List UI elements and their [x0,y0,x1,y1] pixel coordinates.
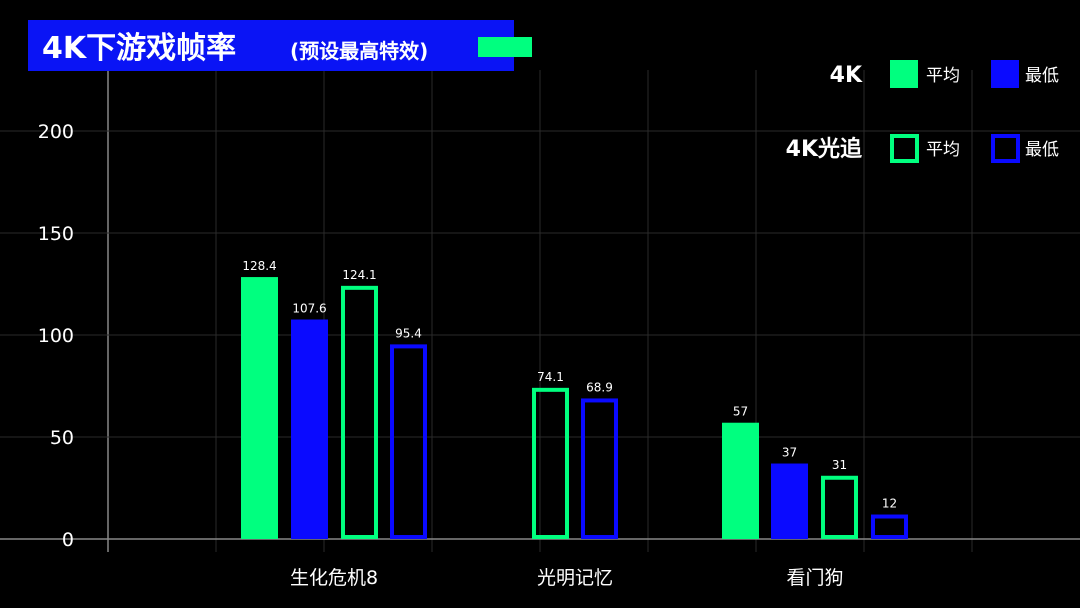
bar [241,277,278,539]
bar-outline [871,514,908,540]
x-category-label: 生化危机8 [290,567,378,589]
bar [771,463,808,539]
title-main-text: 4K下游戏帧率 [42,31,236,66]
legend-group-4k: 4K [830,63,863,88]
y-tick-label: 100 [38,325,74,347]
legend-label-4k-min: 最低 [1025,66,1059,86]
legend-label-4k-rt-min: 最低 [1025,140,1059,160]
bar-outline [821,475,858,540]
legend: 4K 平均 最低 4K光追 平均 最低 [786,60,1059,163]
legend-swatch-4k-min [991,60,1019,88]
x-axis-categories: 生化危机8 光明记忆 看门狗 [290,567,844,589]
y-tick-label: 0 [62,529,74,551]
data-label: 57 [733,405,748,419]
data-label: 12 [882,497,897,511]
y-tick-label: 150 [38,223,74,245]
chart-title: 4K下游戏帧率 (预设最高特效) [28,20,532,71]
x-category-label: 光明记忆 [537,567,613,589]
data-label: 68.9 [586,380,613,394]
data-label: 37 [782,446,797,460]
data-label: 74.1 [537,370,564,384]
bar-marks [241,277,908,540]
legend-swatch-4k-avg [890,60,918,88]
title-subtitle-text: (预设最高特效) [290,39,428,63]
data-label: 95.4 [395,326,422,340]
legend-group-4k-rt: 4K光追 [786,136,862,162]
data-label: 128.4 [242,259,276,273]
legend-swatch-4k-rt-avg [890,134,919,163]
data-label: 124.1 [342,268,376,282]
bar [722,422,759,539]
data-label: 107.6 [292,301,326,315]
x-category-label: 看门狗 [786,567,843,589]
y-axis-ticks: 0 50 100 150 200 [38,121,74,551]
data-labels: 128.4 57 107.6 37 124.1 74.1 31 95.4 68.9 12 [242,259,897,510]
legend-label-4k-avg: 平均 [926,66,960,86]
legend-label-4k-rt-avg: 平均 [926,140,960,160]
legend-swatch-4k-rt-min [991,134,1020,163]
y-tick-label: 50 [50,427,74,449]
bar-outline [341,285,378,539]
bar-outline [390,344,427,539]
y-tick-label: 200 [38,121,74,143]
data-label: 31 [832,458,847,472]
bar-outline [581,398,618,539]
bar-outline [532,387,569,539]
title-accent-block [478,37,532,57]
title-bar [28,20,514,71]
bar [291,319,328,539]
